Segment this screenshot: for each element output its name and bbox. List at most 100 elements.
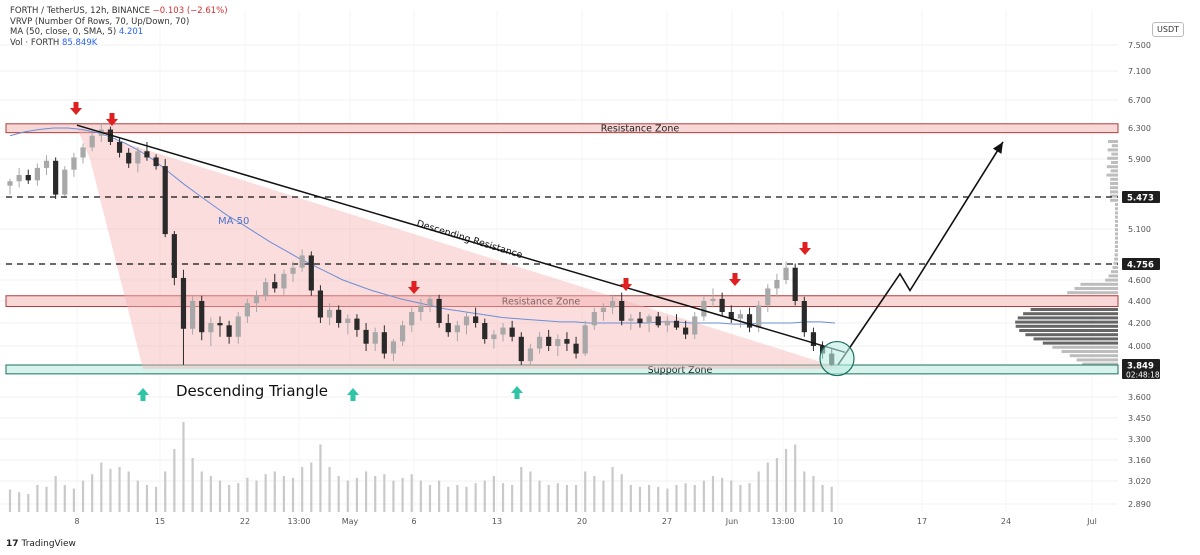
candle-body: [518, 336, 524, 362]
candle-body: [116, 141, 123, 153]
profile-bar: [1017, 316, 1118, 320]
volume-bar: [547, 485, 550, 512]
volume-bar: [438, 480, 441, 512]
price-tick-label: 6.700: [1128, 96, 1151, 105]
volume-bar: [100, 462, 103, 512]
candle-body: [527, 348, 534, 362]
volume-bar: [456, 485, 459, 512]
volume-bar: [447, 486, 450, 512]
descending-resistance-trendline[interactable]: [76, 124, 846, 354]
candle-body: [53, 160, 59, 195]
projection-arrowhead: [992, 141, 1003, 154]
volume-bar: [328, 467, 331, 512]
candle-body: [244, 303, 250, 317]
breakout-circle[interactable]: [819, 340, 855, 377]
profile-bar: [1110, 177, 1118, 181]
descending-triangle-fill: [77, 128, 842, 369]
volume-bar: [410, 474, 413, 512]
resistance-arrow-shaft: [109, 113, 115, 119]
volume-bar: [821, 485, 824, 512]
volume-bar: [18, 492, 21, 512]
profile-bar: [1107, 148, 1118, 152]
volume-bar: [228, 485, 231, 512]
projection-path[interactable]: [837, 141, 1004, 366]
vol-label: Vol · FORTH: [10, 37, 60, 48]
volume-bar: [684, 483, 687, 512]
candle-body: [71, 157, 77, 170]
candle-body: [427, 298, 433, 306]
volume-bar: [711, 476, 715, 512]
resistance-arrow-icon: [620, 284, 632, 291]
vol-value: 85.849K: [61, 37, 98, 48]
time-axis: 8 15 22 13:00 May 6 13 20 27 Jun 13:00 10 17 24 Jul: [74, 517, 1096, 526]
profile-bar: [1015, 324, 1118, 328]
candle-body: [555, 339, 561, 346]
profile-bar: [1105, 278, 1118, 282]
volume-bar: [72, 488, 76, 512]
candle-body: [263, 282, 269, 296]
volume-bar: [291, 477, 295, 512]
volume-bar: [520, 467, 523, 512]
volume-bar: [501, 483, 505, 512]
candlesticks: [7, 123, 835, 367]
currency-button[interactable]: USDT: [1152, 22, 1184, 37]
volume-bar: [337, 476, 340, 512]
volume-bar: [657, 486, 660, 512]
price-tick-label: 5.900: [1128, 155, 1151, 164]
price-label-text: 4.756: [1127, 261, 1154, 271]
volume-bar: [675, 485, 678, 512]
profile-bar: [1114, 219, 1118, 223]
profile-bar: [1042, 341, 1118, 345]
time-tick-label: 13:00: [771, 517, 794, 526]
resistance-arrow-icon: [799, 248, 811, 255]
time-tick-label: 8: [74, 517, 79, 526]
candle-body: [345, 318, 351, 323]
candle-body: [253, 295, 260, 304]
volume-bar: [246, 477, 249, 512]
candle-body: [272, 282, 278, 289]
profile-bar: [1033, 337, 1118, 341]
volume-bar: [748, 483, 751, 512]
volume-bar: [483, 480, 486, 512]
time-tick-label: Jul: [1086, 517, 1097, 526]
candle-body: [217, 323, 223, 326]
volume-bar: [465, 486, 468, 512]
volume-bar: [154, 486, 158, 512]
volume-bar: [693, 485, 696, 512]
candle-body: [290, 267, 296, 274]
candle-body: [655, 316, 661, 326]
volume-bar: [237, 483, 240, 512]
volume-bar: [830, 486, 833, 512]
volume-bar: [164, 471, 167, 512]
profile-bar: [1114, 245, 1118, 248]
candle-body: [692, 316, 698, 335]
candle-body: [126, 152, 132, 164]
candle-body: [153, 157, 159, 167]
price-tick-label: 3.600: [1128, 393, 1151, 402]
profile-bar: [1110, 190, 1118, 194]
volume-bar: [702, 480, 705, 512]
volume-bar: [27, 494, 30, 512]
profile-bar: [1110, 169, 1118, 173]
volume-bar: [364, 471, 368, 512]
volume-bar: [145, 485, 149, 512]
volume-bar: [629, 485, 632, 512]
profile-bar: [1025, 333, 1118, 337]
candle-body: [399, 325, 406, 342]
candle-body: [701, 301, 707, 317]
tradingview-logo[interactable]: 17 TradingView: [6, 539, 76, 549]
candle-body: [582, 325, 588, 354]
volume-bar: [529, 471, 532, 512]
profile-bar: [1106, 165, 1118, 169]
profile-bar: [1115, 207, 1118, 211]
volume-bar: [620, 474, 623, 512]
candle-body: [445, 323, 451, 333]
descending-triangle-label: Descending Triangle: [176, 382, 328, 400]
profile-bar: [1108, 274, 1118, 278]
profile-bar: [1110, 194, 1118, 198]
candle-body: [683, 327, 689, 335]
candle-body: [746, 314, 753, 328]
candle-body: [765, 288, 771, 306]
